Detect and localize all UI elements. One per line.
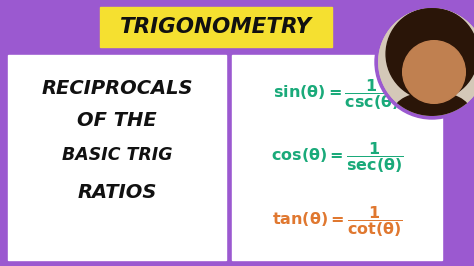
FancyBboxPatch shape: [232, 55, 442, 260]
Text: $\mathbf{cos(\theta) = \dfrac{1}{sec(\theta)}}$: $\mathbf{cos(\theta) = \dfrac{1}{sec(\th…: [271, 140, 403, 176]
Text: $\mathbf{sin(\theta) = \dfrac{1}{csc(\theta)}}$: $\mathbf{sin(\theta) = \dfrac{1}{csc(\th…: [273, 77, 401, 113]
Text: TRIGONOMETRY: TRIGONOMETRY: [120, 17, 312, 37]
Text: RATIOS: RATIOS: [77, 182, 157, 202]
FancyBboxPatch shape: [100, 7, 332, 47]
Text: BASIC TRIG: BASIC TRIG: [62, 146, 172, 164]
Circle shape: [378, 8, 474, 116]
Circle shape: [386, 8, 474, 100]
FancyBboxPatch shape: [8, 55, 226, 260]
Ellipse shape: [394, 92, 470, 130]
Circle shape: [403, 41, 465, 103]
Text: RECIPROCALS: RECIPROCALS: [41, 78, 193, 98]
Text: OF THE: OF THE: [77, 110, 157, 130]
Circle shape: [375, 5, 474, 119]
Text: $\mathbf{tan(\theta) = \dfrac{1}{cot(\theta)}}$: $\mathbf{tan(\theta) = \dfrac{1}{cot(\th…: [272, 205, 402, 239]
